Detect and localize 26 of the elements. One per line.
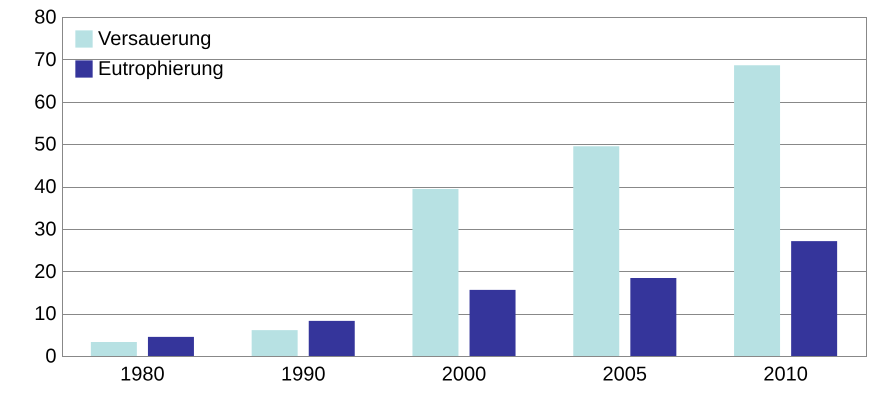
x-tick-label: 1990 <box>280 364 326 386</box>
bar <box>90 342 137 356</box>
bar <box>791 241 838 356</box>
y-tick-label: 0 <box>45 346 56 368</box>
y-tick-label: 50 <box>34 134 56 156</box>
bar <box>630 278 676 356</box>
y-tick-label: 40 <box>34 176 56 198</box>
bar <box>734 65 780 356</box>
x-tick-label: 2005 <box>602 364 648 386</box>
y-tick-label: 80 <box>34 6 56 28</box>
bar <box>148 336 194 356</box>
bar <box>573 146 620 356</box>
y-tick-label: 30 <box>34 218 56 240</box>
bar <box>470 290 516 356</box>
bar <box>412 189 458 356</box>
x-tick-label: 2010 <box>763 364 808 386</box>
y-tick-label: 10 <box>34 303 56 326</box>
x-tick-label: 1980 <box>120 364 165 386</box>
legend-label: Eutrophierung <box>98 58 224 80</box>
bar <box>308 320 355 356</box>
bar <box>252 330 298 356</box>
y-tick-label: 60 <box>34 91 56 114</box>
x-tick-label: 2000 <box>442 364 486 386</box>
legend-label: Versauerung <box>98 28 212 50</box>
y-tick-label: 70 <box>34 48 56 71</box>
y-tick-label: 20 <box>34 260 56 283</box>
